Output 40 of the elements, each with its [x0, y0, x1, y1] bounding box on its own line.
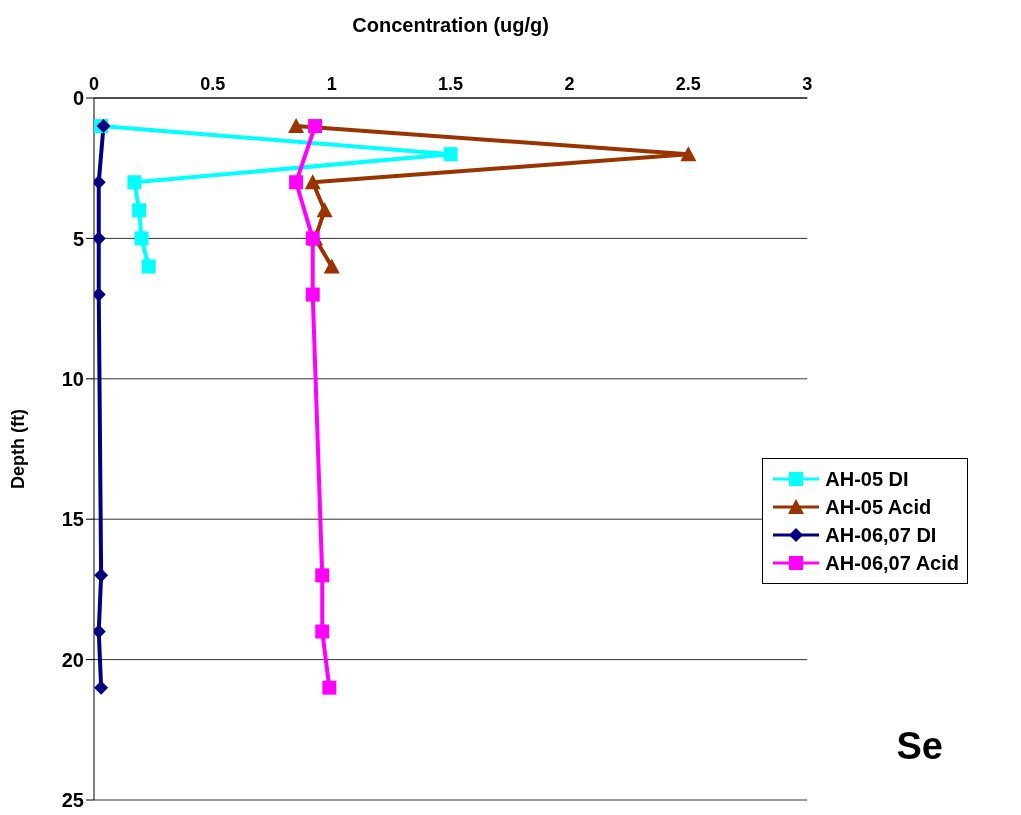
- point: [443, 147, 458, 162]
- point: [134, 231, 149, 246]
- point: [94, 231, 106, 246]
- x-tick-label: 0: [88, 74, 100, 94]
- point: [308, 119, 323, 134]
- point: [132, 203, 147, 218]
- point: [141, 259, 156, 274]
- point: [289, 175, 304, 190]
- point: [305, 231, 320, 246]
- text: Se: [896, 725, 943, 768]
- point: [323, 258, 340, 274]
- point: [127, 175, 142, 190]
- point: [94, 287, 106, 302]
- point: [680, 146, 697, 162]
- point: [315, 568, 330, 583]
- point: [316, 202, 333, 218]
- legend-label: AH-06,07 Acid: [825, 551, 959, 575]
- point: [304, 174, 321, 190]
- point: [315, 624, 330, 639]
- legend-label: AH-05 Acid: [825, 495, 932, 519]
- y-tick-label: 15: [61, 508, 84, 531]
- x-tick-label: 1: [326, 74, 337, 94]
- y-tick-label: 25: [61, 789, 84, 812]
- y-tick-label: 20: [61, 648, 84, 671]
- point: [94, 175, 106, 190]
- y-tick-label: 10: [61, 367, 84, 390]
- point: [305, 287, 320, 302]
- y-tick-label: 5: [72, 227, 84, 250]
- legend-label: AH-05 DI: [825, 467, 909, 491]
- point: [288, 118, 305, 134]
- x-tick-label: 0.5: [200, 74, 226, 94]
- legend-label: AH-06,07 DI: [825, 523, 937, 547]
- point: [94, 624, 106, 639]
- x-tick-label: 1.5: [438, 74, 464, 94]
- point: [322, 680, 337, 695]
- x-tick-label: 3: [802, 74, 813, 94]
- x-tick-label: 2.5: [675, 74, 701, 94]
- x-axis-title: Concentration (ug/g): [352, 14, 549, 37]
- y-axis-title: Depth (ft): [8, 409, 29, 489]
- x-tick-label: 2: [564, 74, 575, 94]
